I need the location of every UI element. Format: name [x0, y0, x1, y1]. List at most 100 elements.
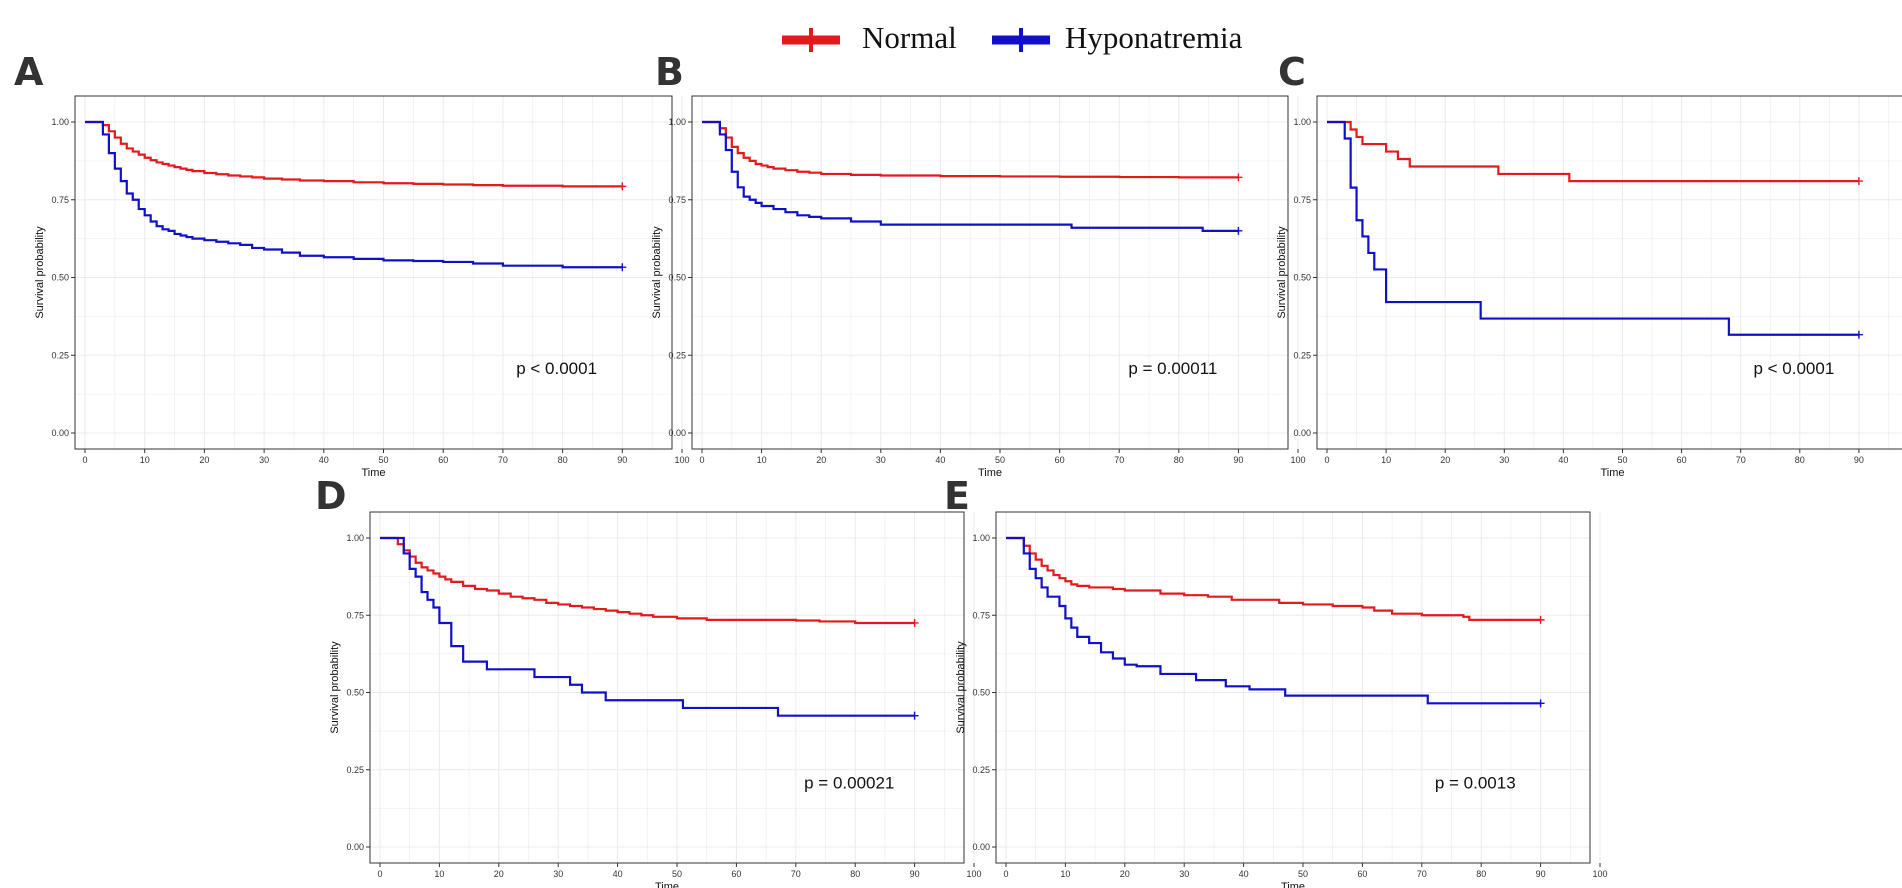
y-tick-label: 0.25	[346, 765, 364, 775]
censor-mark-normal	[910, 618, 919, 627]
x-tick-label: 50	[995, 455, 1005, 465]
y-axis-title: Survival probability	[955, 641, 967, 734]
x-tick-label: 50	[1617, 455, 1627, 465]
x-tick-label: 70	[1417, 869, 1427, 879]
x-tick-label: 80	[1174, 455, 1184, 465]
km-chart-e: 0 10 20 30 40 50 60 70 80 90 100 0.00 0.25 0.50 0.75 1.…	[955, 511, 1608, 888]
x-tick-label: 100	[1592, 869, 1607, 879]
x-tick-label: 40	[1239, 869, 1249, 879]
x-tick-label: 0	[1003, 869, 1008, 879]
x-tick-label: 40	[1558, 455, 1568, 465]
panel-letter-e: E	[944, 474, 970, 518]
km-chart-c: 0 10 20 30 40 50 60 70 80 90 100 0.00 0.25 0.50 0.75 1.…	[1276, 95, 1902, 479]
censor-mark-normal	[1234, 173, 1243, 182]
x-tick-label: 70	[1114, 455, 1124, 465]
x-tick-label: 60	[438, 455, 448, 465]
censor-mark-hyponatremia	[1854, 330, 1863, 339]
km-chart-a: 0 10 20 30 40 50 60 70 80 90 100 0.00 0.25 0.50 0.75 1.…	[34, 95, 690, 479]
x-tick-label: 20	[1120, 869, 1130, 879]
survival-curve-hyponatremia	[1327, 120, 1859, 336]
y-tick-label: 0.50	[668, 273, 686, 283]
plot-background	[370, 512, 964, 863]
y-axis-title: Survival probability	[1276, 226, 1288, 319]
y-tick-label: 0.50	[1293, 273, 1311, 283]
x-tick-label: 50	[1298, 869, 1308, 879]
plot-background	[692, 96, 1288, 449]
plot-background	[996, 512, 1590, 863]
km-chart-d: 0 10 20 30 40 50 60 70 80 90 100 0.00 0.25 0.50 0.75 1.…	[329, 511, 982, 888]
y-tick-label: 1.00	[51, 117, 69, 127]
x-tick-label: 100	[674, 455, 689, 465]
y-tick-label: 0.25	[668, 350, 686, 360]
legend-item-normal: Normal	[780, 14, 957, 64]
y-tick-label: 1.00	[668, 117, 686, 127]
x-tick-label: 30	[553, 869, 563, 879]
y-tick-label: 1.00	[972, 533, 990, 543]
survival-curve-normal	[1006, 536, 1541, 621]
legend-label-hyponatremia: Hyponatremia	[1065, 20, 1243, 55]
x-tick-label: 0	[82, 455, 87, 465]
x-tick-label: 60	[1677, 455, 1687, 465]
y-axis-title: Survival probability	[651, 226, 663, 319]
y-tick-label: 0.75	[1293, 195, 1311, 205]
survival-curve-normal	[380, 536, 915, 625]
x-tick-label: 50	[378, 455, 388, 465]
x-tick-label: 30	[1499, 455, 1509, 465]
censor-mark-hyponatremia	[1234, 226, 1243, 235]
x-tick-label: 20	[494, 869, 504, 879]
survival-curve-hyponatremia	[85, 120, 623, 269]
legend-swatch-hyponatremia-icon	[992, 28, 1050, 52]
y-tick-label: 0.25	[51, 350, 69, 360]
censor-mark-hyponatremia	[1536, 699, 1545, 708]
x-tick-label: 100	[1290, 455, 1305, 465]
panel-letter-a: A	[14, 50, 44, 94]
x-tick-label: 90	[910, 869, 920, 879]
y-tick-label: 0.00	[51, 428, 69, 438]
y-tick-label: 0.00	[346, 842, 364, 852]
x-tick-label: 70	[498, 455, 508, 465]
survival-curve-normal	[1327, 120, 1859, 183]
y-axis-title: Survival probability	[329, 641, 341, 734]
y-tick-label: 0.75	[346, 610, 364, 620]
plot-border	[1316, 95, 1902, 450]
survival-curve-hyponatremia	[380, 536, 915, 717]
legend-item-hyponatremia: Hyponatremia	[990, 14, 1242, 64]
x-tick-label: 80	[1476, 869, 1486, 879]
x-tick-label: 40	[935, 455, 945, 465]
censor-mark-normal	[618, 182, 627, 191]
y-tick-label: 0.50	[51, 273, 69, 283]
x-tick-label: 10	[757, 455, 767, 465]
survival-curve-hyponatremia	[1006, 536, 1541, 705]
x-tick-label: 40	[613, 869, 623, 879]
plot-border	[995, 511, 1591, 864]
x-tick-label: 70	[1736, 455, 1746, 465]
y-tick-label: 0.75	[972, 610, 990, 620]
x-tick-label: 40	[319, 455, 329, 465]
censor-mark-hyponatremia	[618, 263, 627, 272]
panel-letter-c: C	[1278, 50, 1306, 94]
survival-curve-hyponatremia	[702, 120, 1239, 232]
censor-mark-normal	[1536, 615, 1545, 624]
x-tick-label: 80	[1795, 455, 1805, 465]
x-tick-label: 60	[1357, 869, 1367, 879]
survival-curve-normal	[85, 120, 623, 188]
legend: Normal Hyponatremia	[780, 14, 1242, 64]
survival-curve-normal	[702, 120, 1239, 179]
x-tick-label: 70	[791, 869, 801, 879]
y-tick-label: 0.00	[668, 428, 686, 438]
x-axis-title: Time	[1281, 881, 1305, 888]
x-tick-label: 20	[199, 455, 209, 465]
p-value-label: p < 0.0001	[516, 359, 597, 378]
x-tick-label: 10	[140, 455, 150, 465]
x-tick-label: 30	[876, 455, 886, 465]
x-tick-label: 10	[1381, 455, 1391, 465]
censor-mark-hyponatremia	[910, 711, 919, 720]
x-tick-label: 80	[850, 869, 860, 879]
x-tick-label: 100	[966, 869, 981, 879]
panel-letter-d: D	[315, 474, 347, 518]
y-tick-label: 0.75	[51, 195, 69, 205]
x-tick-label: 10	[1060, 869, 1070, 879]
km-chart-b: 0 10 20 30 40 50 60 70 80 90 100 0.00 0.25 0.50 0.75 1.…	[651, 95, 1306, 479]
plot-background	[75, 96, 672, 449]
x-tick-label: 10	[434, 869, 444, 879]
